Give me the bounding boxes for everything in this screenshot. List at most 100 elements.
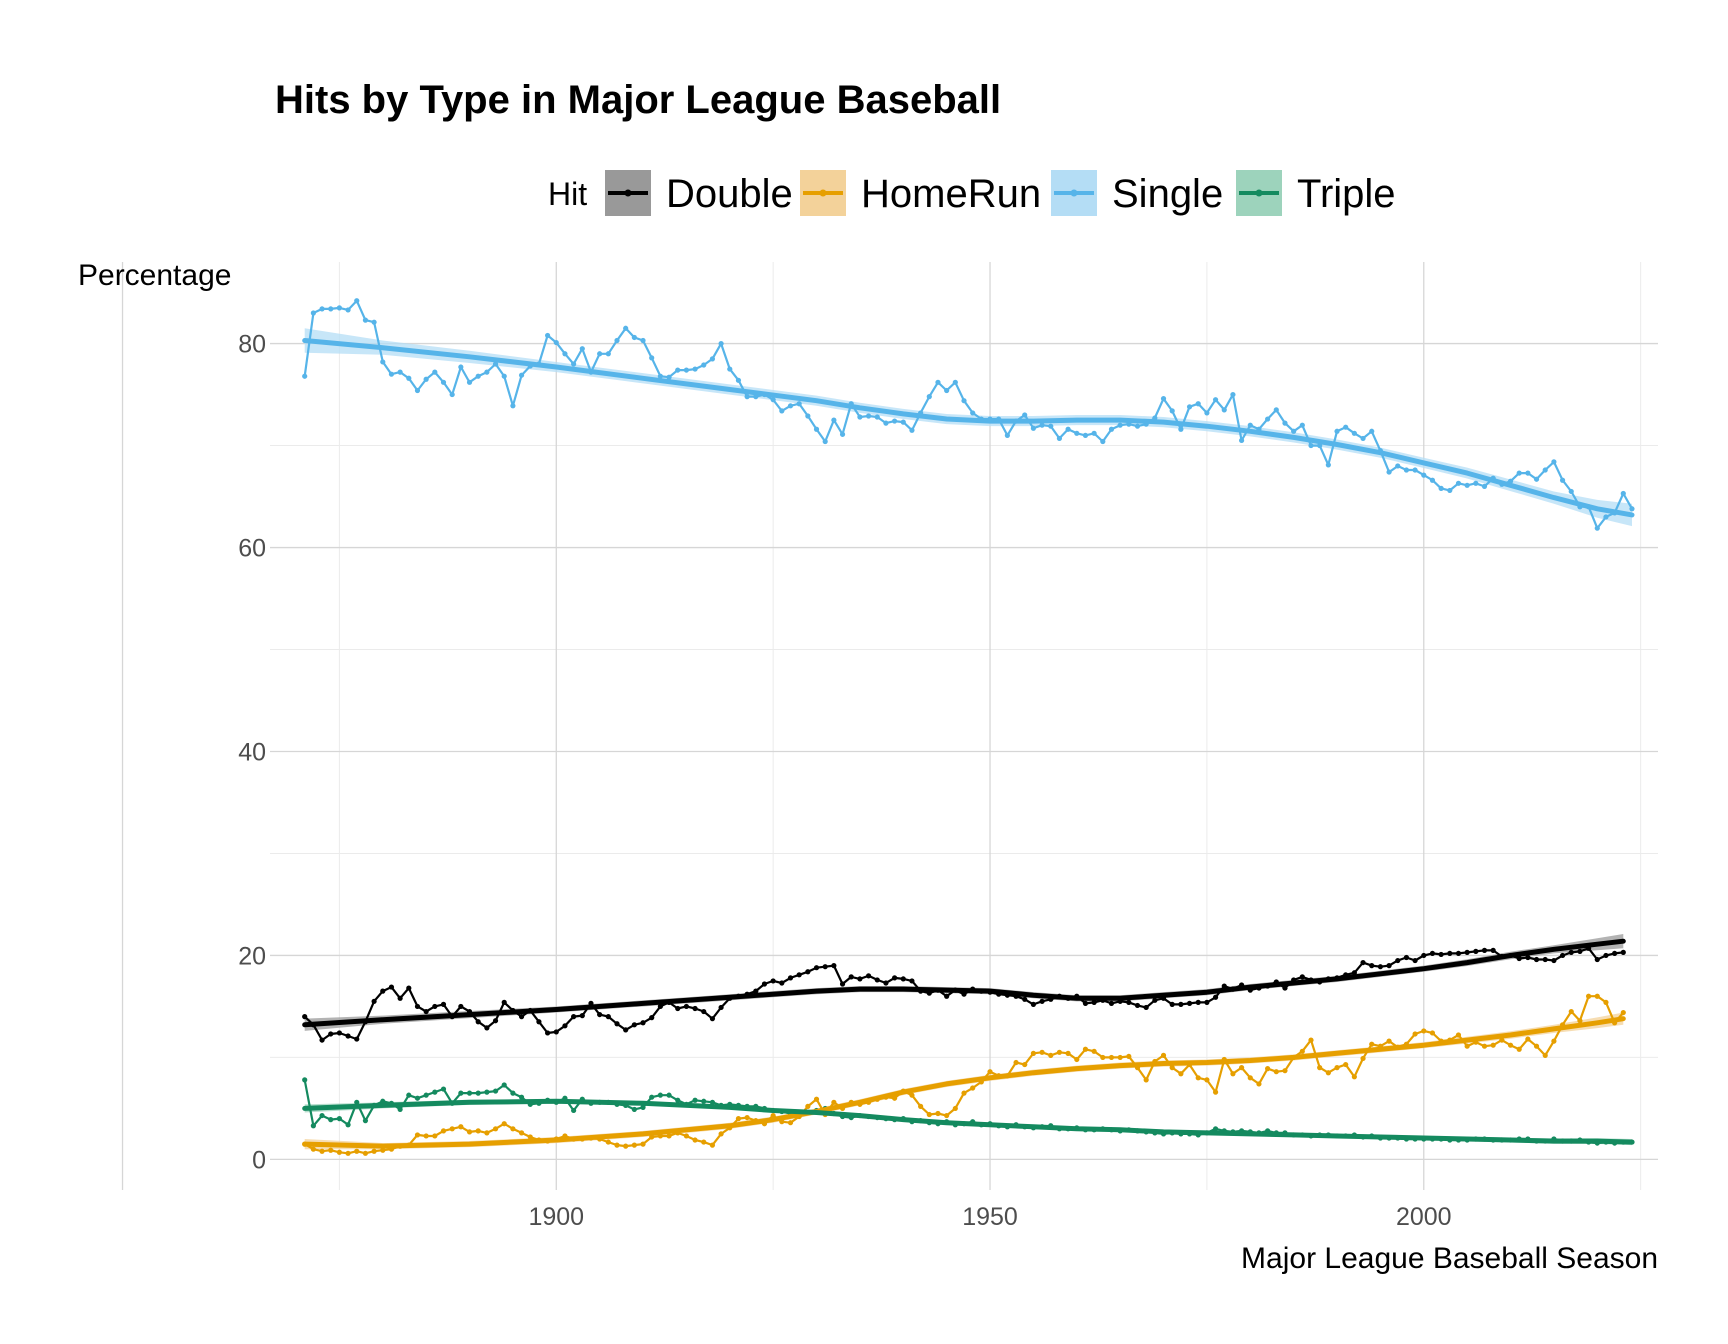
triple-point [354,1099,360,1105]
homerun-point [909,1092,915,1098]
single-point [952,379,958,385]
double-confidence-band [304,934,1624,1031]
double-point [883,980,889,986]
single-point [362,317,369,323]
single-point [1334,428,1340,434]
single-point [1369,428,1375,434]
homerun-point [1421,1028,1427,1034]
double-point [380,988,386,994]
single-point [1065,426,1071,432]
single-point [727,366,733,372]
double-point [1533,956,1540,963]
triple-point [466,1090,473,1096]
single-point [388,371,395,377]
single-point [466,379,473,385]
single-point [970,410,976,416]
double-point [1568,949,1574,955]
homerun-point [666,1133,672,1139]
homerun-point [1212,1089,1219,1095]
homerun-point [1230,1071,1236,1077]
single-point [1464,482,1470,488]
double-point [1455,950,1462,957]
single-point [440,379,447,385]
single-point [640,337,646,344]
homerun-point [492,1126,499,1132]
single-point [562,351,568,357]
homerun-point [1551,1038,1557,1044]
y-tick-label: 80 [238,331,266,359]
single-point [1117,422,1123,428]
double-point [874,977,880,983]
triple-point [701,1098,707,1104]
single-point [345,307,351,313]
double-point [432,1003,438,1010]
double-point [371,998,377,1004]
double-point [1152,997,1158,1003]
single-point [1022,412,1028,418]
double-point [675,1005,681,1012]
triple-point [345,1122,351,1128]
double-point [944,993,950,999]
homerun-point [1360,1055,1366,1062]
homerun-point [1490,1042,1496,1048]
double-point [1412,957,1418,964]
homerun-trend-line [302,1016,1626,1149]
single-point [787,403,794,409]
single-point [839,431,846,437]
x-tick-label: 1900 [528,1203,584,1231]
double-point [1204,999,1210,1005]
single-point [458,364,464,370]
homerun-point [970,1085,976,1091]
single-point [1160,396,1167,402]
single-point [1308,442,1314,449]
single-point [1091,430,1097,436]
single-point [510,403,516,409]
homerun-point [423,1133,429,1139]
homerun-point [1594,993,1600,999]
double-point [822,964,828,970]
homerun-point [1265,1066,1271,1072]
y-tick-label: 60 [238,535,266,563]
single-point [874,414,880,420]
double-point [1169,1001,1175,1008]
homerun-point [1325,1070,1331,1076]
x-axis-label: Major League Baseball Season [1241,1242,1658,1275]
homerun-point [1195,1075,1201,1081]
single-point [484,369,490,375]
single-point [545,332,551,339]
homerun-point [961,1090,967,1096]
homerun-point [640,1141,646,1147]
single-point [597,351,603,357]
double-point [336,1030,342,1036]
double-point [536,1019,542,1025]
single-point [744,394,750,400]
double-point [553,1029,559,1035]
double-point [1516,955,1522,962]
single-point [813,426,820,432]
double-point [1386,963,1392,969]
single-point [657,373,663,379]
double-point [302,1014,308,1020]
triple-point [631,1106,637,1113]
double-point [701,1008,707,1015]
double-point [614,1021,620,1027]
single-point [1542,467,1548,473]
single-point [319,306,325,312]
triple-point [1212,1126,1219,1132]
single-point [1265,416,1271,422]
homerun-point [1013,1059,1019,1066]
double-point [562,1023,568,1029]
double-point [1082,1000,1089,1006]
double-point [328,1031,334,1037]
homerun-observed-line [304,995,1625,1155]
homerun-point [1507,1042,1514,1048]
homerun-point [787,1120,794,1126]
homerun-point [319,1148,325,1154]
double-point [770,978,776,984]
legend-dot-triple [1255,189,1263,197]
tick-labels: 0 20 40 60 80 1900 1950 2000 [238,331,1451,1231]
single-point [1455,480,1462,486]
homerun-point [1464,1043,1470,1049]
double-point [414,1003,421,1010]
homerun-point [1299,1048,1305,1054]
